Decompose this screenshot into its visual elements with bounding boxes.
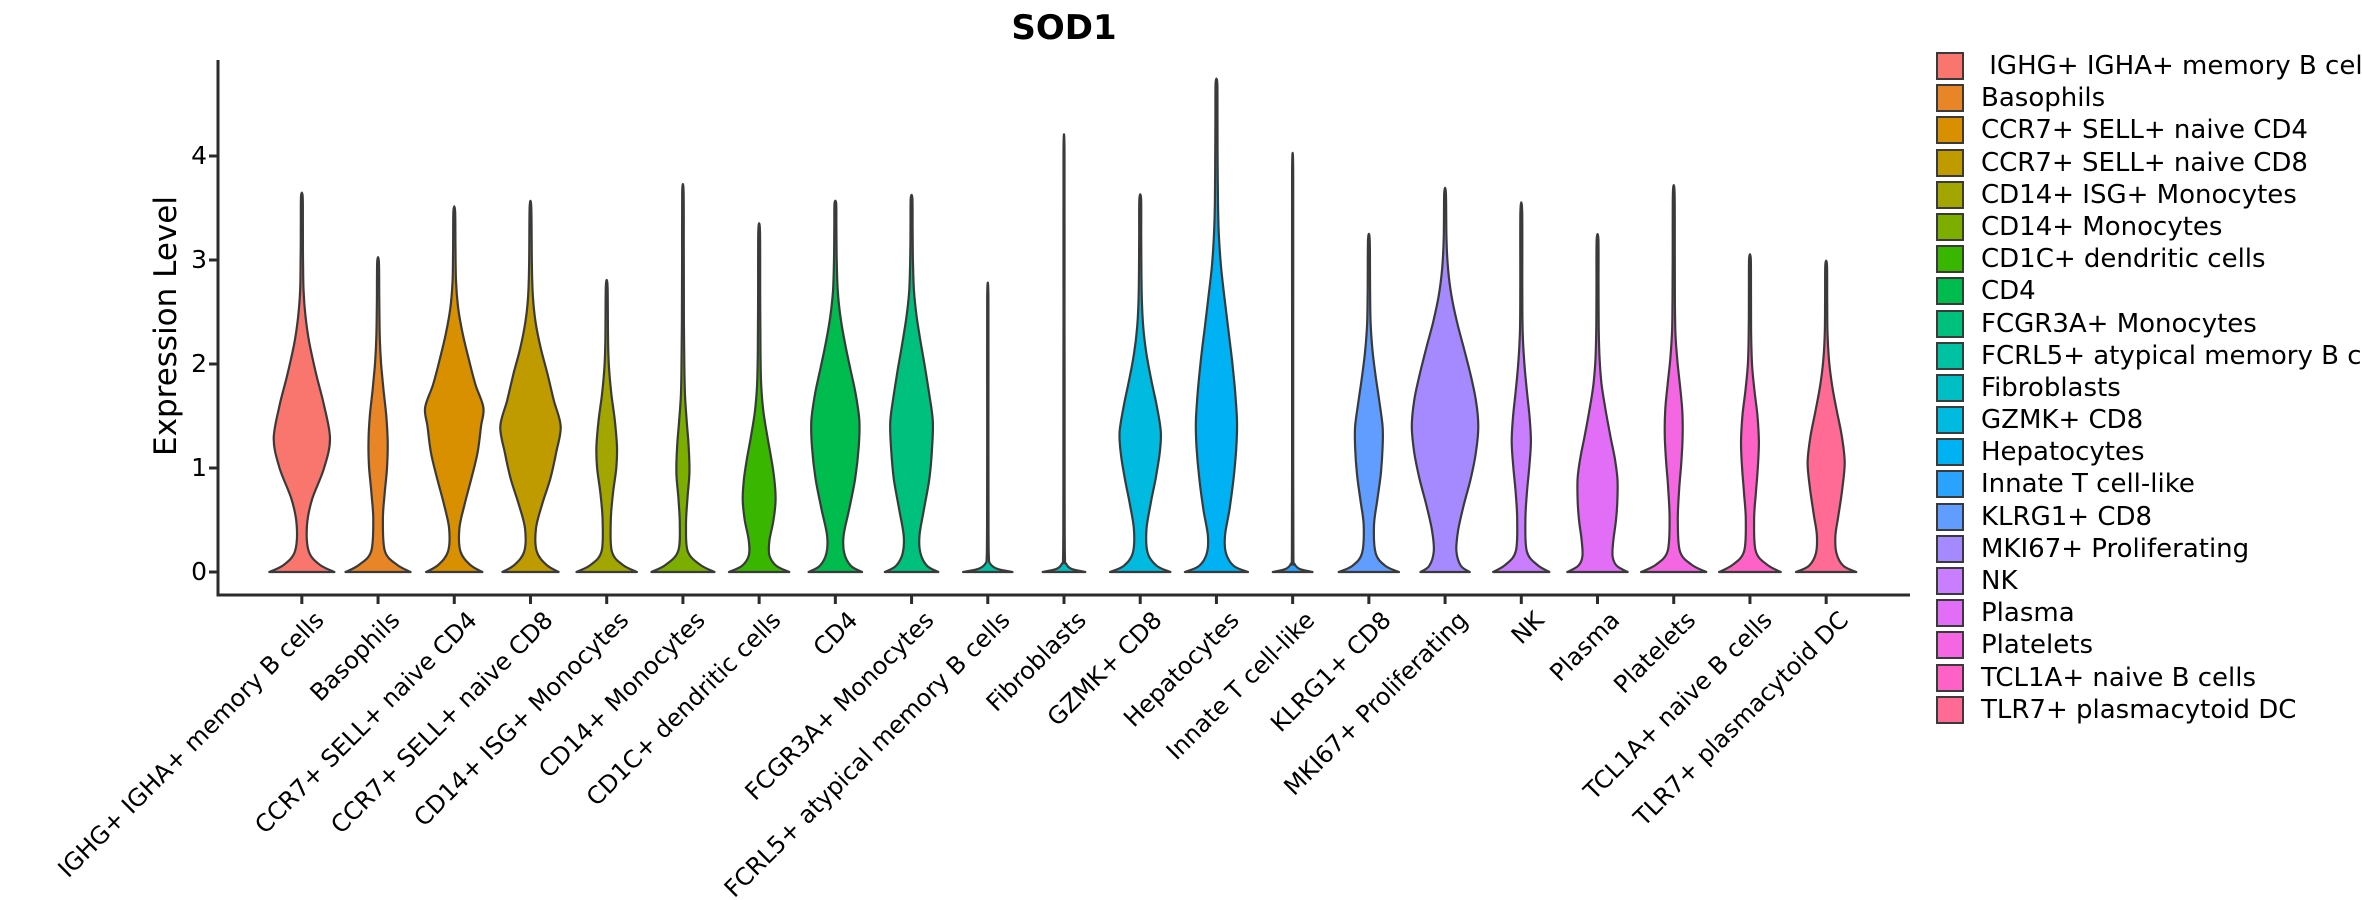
legend-item: MKI67+ Proliferating: [1936, 533, 2362, 564]
violin-ccr7-sell-naive-cd4: [423, 205, 485, 574]
legend-item: Innate T cell-like: [1936, 469, 2362, 500]
legend-label: FCGR3A+ Monocytes: [1981, 308, 2257, 339]
legend-swatch: [1936, 631, 1964, 660]
legend-swatch: [1936, 470, 1964, 499]
violin-cd4: [807, 199, 864, 574]
violin-fcrl5-atypical-memory-b-cells: [962, 281, 1014, 574]
violin-innate-t-cell-like: [1271, 151, 1314, 574]
y-tick-label: 2: [191, 349, 207, 378]
legend-label: MKI67+ Proliferating: [1981, 533, 2250, 564]
legend-label: Basophils: [1981, 83, 2106, 114]
legend-swatch: [1936, 180, 1964, 209]
violin-fibroblasts: [1041, 133, 1087, 574]
legend: IGHG+ IGHA+ memory B cells Basophils CCR7+…: [1936, 52, 2362, 724]
y-tick-label: 4: [191, 141, 207, 170]
legend-item: Hepatocytes: [1936, 437, 2362, 468]
legend-swatch: [1936, 534, 1964, 563]
legend-item: KLRG1+ CD8: [1936, 501, 2362, 532]
legend-swatch: [1936, 695, 1964, 724]
legend-swatch: [1936, 502, 1964, 531]
legend-swatch: [1936, 277, 1964, 306]
violin-cd1c-dendritic-cells: [727, 222, 791, 574]
violin-ighg-igha-memory-b-cells: [268, 191, 336, 574]
legend-swatch: [1936, 116, 1964, 145]
violin-tcl1a-naive-b-cells: [1718, 253, 1782, 574]
violin-basophils: [344, 256, 412, 574]
legend-label: Fibroblasts: [1981, 372, 2121, 403]
legend-item: CD4: [1936, 276, 2362, 307]
y-tick-label: 3: [191, 245, 207, 274]
legend-item: Fibroblasts: [1936, 372, 2362, 403]
legend-item: CD1C+ dendritic cells: [1936, 244, 2362, 275]
violin-ccr7-sell-naive-cd8: [499, 199, 562, 574]
legend-swatch: [1936, 599, 1964, 628]
plot-title: SOD1: [1011, 8, 1117, 48]
legend-label: FCRL5+ atypical memory B cells: [1981, 340, 2362, 371]
legend-item: NK: [1936, 567, 2362, 595]
legend-label: Platelets: [1981, 630, 2093, 661]
legend-swatch: [1936, 663, 1964, 692]
legend-swatch: [1936, 52, 1964, 80]
legend-swatch: [1936, 567, 1964, 595]
legend-item: FCGR3A+ Monocytes: [1936, 308, 2362, 339]
legend-item: TCL1A+ naive B cells: [1936, 662, 2362, 693]
y-tick-label: 1: [191, 453, 207, 482]
legend-label: Innate T cell-like: [1981, 469, 2195, 500]
violin-hepatocytes: [1183, 77, 1250, 574]
legend-label: TLR7+ plasmacytoid DC: [1981, 694, 2297, 725]
violin-mki67-proliferating: [1410, 186, 1480, 574]
violin-klrg1-cd8: [1337, 232, 1401, 574]
legend-item: Plasma: [1936, 598, 2362, 629]
legend-label: CD1C+ dendritic cells: [1981, 244, 2266, 275]
legend-label: CD4: [1981, 276, 2036, 307]
violin-fcgr3a-monocytes: [883, 193, 940, 574]
violin-nk: [1492, 201, 1551, 574]
legend-item: CCR7+ SELL+ naive CD8: [1936, 147, 2362, 178]
legend-item: CD14+ Monocytes: [1936, 211, 2362, 242]
legend-item: Basophils: [1936, 83, 2362, 114]
violin-plasma: [1566, 232, 1629, 574]
legend-swatch: [1936, 406, 1964, 435]
legend-swatch: [1936, 341, 1964, 370]
legend-swatch: [1936, 84, 1964, 113]
legend-label: CCR7+ SELL+ naive CD8: [1981, 147, 2308, 178]
legend-label: TCL1A+ naive B cells: [1981, 662, 2257, 693]
legend-label: IGHG+ IGHA+ memory B cells: [1981, 51, 2362, 81]
violin-tlr7-plasmacytoid-dc: [1794, 259, 1858, 574]
legend-item: GZMK+ CD8: [1936, 405, 2362, 436]
legend-item: IGHG+ IGHA+ memory B cells: [1936, 52, 2362, 80]
legend-item: CCR7+ SELL+ naive CD4: [1936, 115, 2362, 146]
legend-label: KLRG1+ CD8: [1981, 501, 2153, 532]
legend-swatch: [1936, 245, 1964, 274]
legend-label: GZMK+ CD8: [1981, 405, 2144, 436]
legend-label: Hepatocytes: [1981, 437, 2145, 468]
legend-label: CD14+ ISG+ Monocytes: [1981, 179, 2297, 210]
legend-swatch: [1936, 309, 1964, 338]
legend-item: Platelets: [1936, 630, 2362, 661]
legend-swatch: [1936, 148, 1964, 177]
legend-item: TLR7+ plasmacytoid DC: [1936, 694, 2362, 725]
violin-cd14-isg-monocytes: [575, 278, 638, 574]
legend-label: NK: [1981, 566, 2018, 596]
legend-swatch: [1936, 438, 1964, 467]
legend-item: FCRL5+ atypical memory B cells: [1936, 340, 2362, 371]
violin-cd14-monocytes: [650, 182, 716, 574]
legend-label: CD14+ Monocytes: [1981, 211, 2223, 242]
violin-gzmk-cd8: [1108, 193, 1172, 574]
legend-label: CCR7+ SELL+ naive CD4: [1981, 115, 2308, 146]
legend-item: CD14+ ISG+ Monocytes: [1936, 179, 2362, 210]
legend-label: Plasma: [1981, 598, 2075, 629]
legend-swatch: [1936, 373, 1964, 402]
y-tick-label: 0: [191, 557, 207, 586]
violin-platelets: [1640, 183, 1708, 574]
legend-swatch: [1936, 212, 1964, 241]
